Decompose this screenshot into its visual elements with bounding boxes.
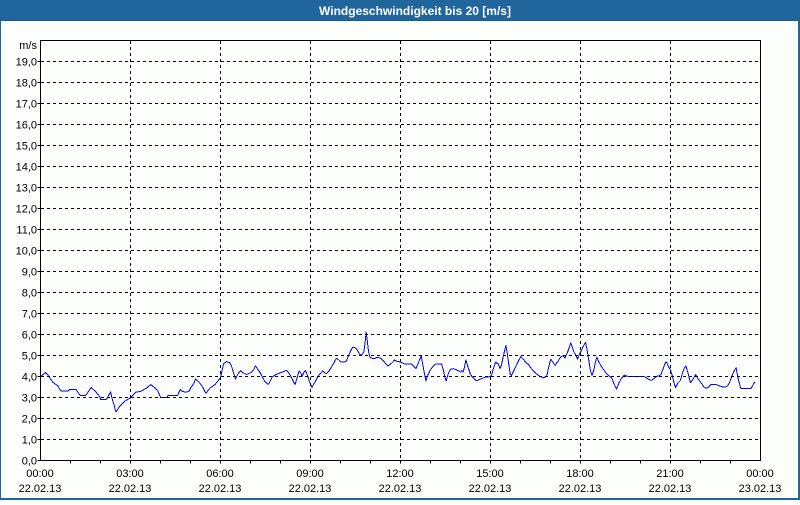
svg-text:15,0: 15,0	[16, 141, 37, 153]
svg-text:22.02.13: 22.02.13	[289, 483, 332, 495]
svg-text:14,0: 14,0	[16, 162, 37, 174]
svg-text:9,0: 9,0	[22, 267, 37, 279]
svg-text:4,0: 4,0	[22, 372, 37, 384]
svg-text:3,0: 3,0	[22, 393, 37, 405]
svg-text:0,0: 0,0	[22, 456, 37, 468]
svg-text:15:00: 15:00	[476, 468, 504, 480]
svg-text:22.02.13: 22.02.13	[199, 483, 242, 495]
svg-text:00:00: 00:00	[746, 468, 774, 480]
svg-text:22.02.13: 22.02.13	[649, 483, 692, 495]
svg-text:7,0: 7,0	[22, 309, 37, 321]
svg-text:12,0: 12,0	[16, 204, 37, 216]
svg-text:5,0: 5,0	[22, 351, 37, 363]
svg-text:03:00: 03:00	[116, 468, 144, 480]
svg-text:06:00: 06:00	[206, 468, 234, 480]
svg-text:09:00: 09:00	[296, 468, 324, 480]
svg-text:12:00: 12:00	[386, 468, 414, 480]
svg-text:23.02.13: 23.02.13	[739, 483, 782, 495]
svg-text:22.02.13: 22.02.13	[469, 483, 512, 495]
svg-text:00:00: 00:00	[26, 468, 54, 480]
svg-text:19,0: 19,0	[16, 57, 37, 69]
svg-text:2,0: 2,0	[22, 414, 37, 426]
svg-text:18,0: 18,0	[16, 78, 37, 90]
svg-text:17,0: 17,0	[16, 99, 37, 111]
svg-text:8,0: 8,0	[22, 288, 37, 300]
svg-text:16,0: 16,0	[16, 120, 37, 132]
svg-text:m/s: m/s	[19, 40, 37, 52]
svg-text:18:00: 18:00	[566, 468, 594, 480]
svg-text:21:00: 21:00	[656, 468, 684, 480]
svg-text:Windgeschwindigkeit bis 20 [m/: Windgeschwindigkeit bis 20 [m/s]	[319, 4, 511, 18]
svg-text:1,0: 1,0	[22, 435, 37, 447]
svg-text:22.02.13: 22.02.13	[559, 483, 602, 495]
svg-text:6,0: 6,0	[22, 330, 37, 342]
svg-text:22.02.13: 22.02.13	[109, 483, 152, 495]
svg-text:22.02.13: 22.02.13	[19, 483, 62, 495]
svg-text:11,0: 11,0	[16, 225, 37, 237]
svg-text:10,0: 10,0	[16, 246, 37, 258]
svg-text:13,0: 13,0	[16, 183, 37, 195]
svg-text:22.02.13: 22.02.13	[379, 483, 422, 495]
